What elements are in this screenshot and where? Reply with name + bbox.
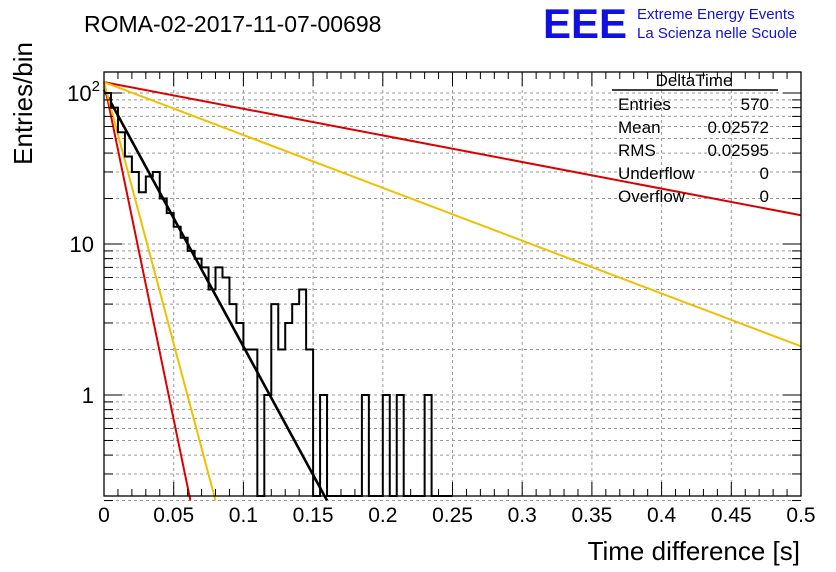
x-tick-label: 0.1 xyxy=(229,504,258,527)
x-tick-label: 0.4 xyxy=(647,504,677,527)
eee-logo-line2: La Scienza nelle Scuole xyxy=(637,25,797,42)
x-tick-label: 0.35 xyxy=(571,504,612,527)
stats-label: Entries xyxy=(618,95,671,114)
stats-label: RMS xyxy=(618,141,656,160)
stats-value: 0.02572 xyxy=(708,118,769,137)
stats-value: 0 xyxy=(760,164,769,183)
histogram-bars xyxy=(104,92,453,497)
stats-box: DeltaTime Entries 570 Mean 0.02572 RMS 0.0259… xyxy=(612,71,778,206)
stats-box-title: DeltaTime xyxy=(656,71,733,90)
fit-line-1 xyxy=(102,89,329,502)
x-tick-label: 0.5 xyxy=(786,504,815,527)
y-tick-label: 1 xyxy=(82,383,94,408)
fit-line-2 xyxy=(103,81,802,217)
fit-line-5 xyxy=(103,81,217,501)
x-tick-label: 0.05 xyxy=(153,504,194,527)
fit-line-3 xyxy=(103,81,802,348)
x-tick-label: 0 xyxy=(98,504,110,527)
eee-logo: EEE Extreme Energy Events La Scienza nel… xyxy=(543,0,797,47)
stats-label: Mean xyxy=(618,118,661,137)
x-tick-label: 0.45 xyxy=(711,504,752,527)
x-tick-label: 0.25 xyxy=(432,504,473,527)
run-title: ROMA-02-2017-11-07-00698 xyxy=(84,11,381,37)
fit-curves xyxy=(102,81,802,502)
x-tick-label: 0.15 xyxy=(293,504,334,527)
y-tick-label: 102 xyxy=(67,78,100,106)
stats-label: Overflow xyxy=(618,187,686,206)
x-axis-label: Time difference [s] xyxy=(588,536,800,566)
fit-line-4 xyxy=(103,81,192,501)
y-tick-label: 10 xyxy=(70,232,94,257)
x-tick-label: 0.2 xyxy=(368,504,397,527)
y-axis-label: Entries/bin xyxy=(8,42,38,165)
y-tick-labels: 102 10 1 xyxy=(67,78,100,408)
stats-value: 570 xyxy=(741,95,769,114)
histogram-steps xyxy=(104,92,453,497)
stats-value: 0.02595 xyxy=(708,141,769,160)
x-tick-labels: 0 0.05 0.1 0.15 0.2 0.25 0.3 0.35 0.4 0.45 0.5 xyxy=(98,504,815,527)
axes xyxy=(103,71,802,502)
x-tick-label: 0.3 xyxy=(508,504,537,527)
eee-logo-line1: Extreme Energy Events xyxy=(637,6,795,23)
stats-value: 0 xyxy=(760,187,769,206)
stats-label: Underflow xyxy=(618,164,695,183)
eee-logo-text: EEE xyxy=(543,0,627,47)
grid-lines xyxy=(103,72,802,502)
stats-rows: Entries 570 Mean 0.02572 RMS 0.02595 Underflow… xyxy=(618,95,769,206)
